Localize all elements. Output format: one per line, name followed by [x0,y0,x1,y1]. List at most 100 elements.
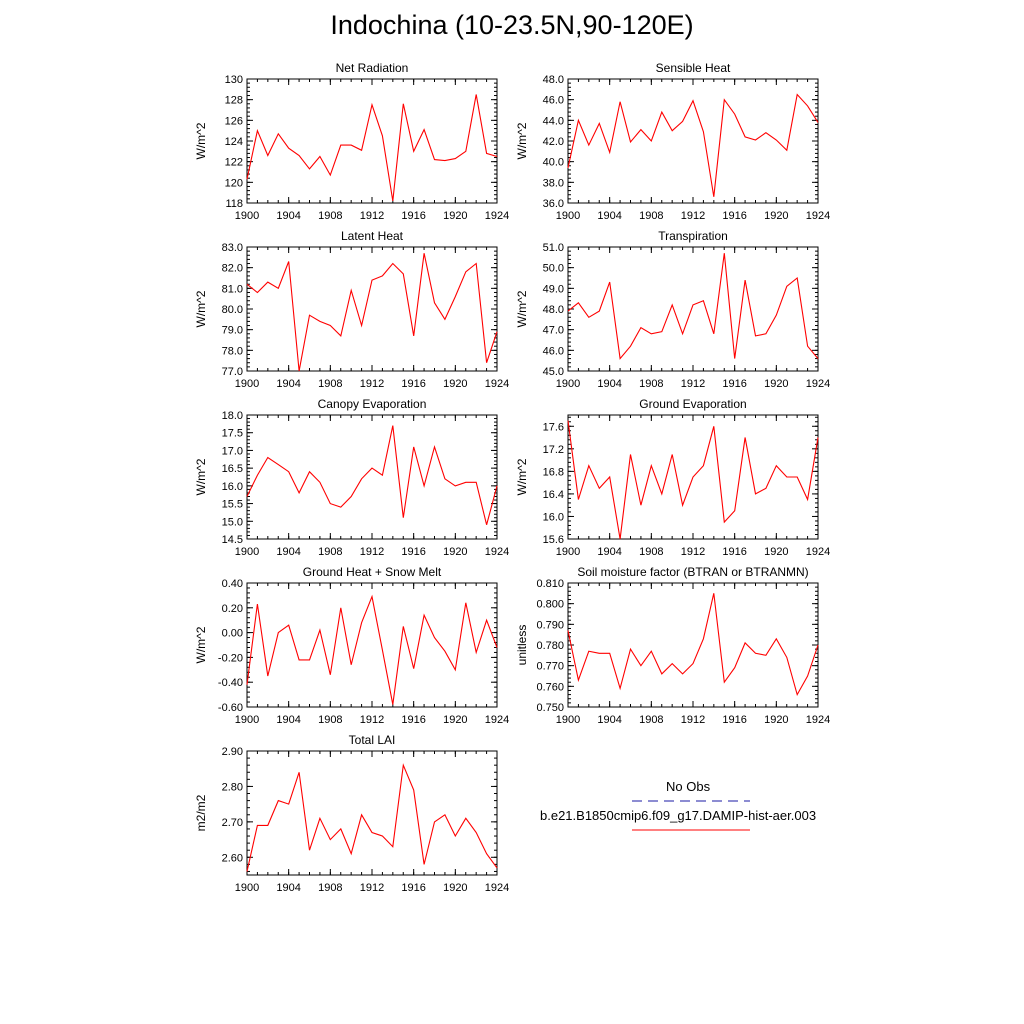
x-tick-label: 1916 [722,546,746,558]
x-tick-label: 1912 [360,546,384,558]
y-tick-label: 0.40 [222,578,243,590]
x-tick-label: 1900 [235,714,259,726]
y-tick-label: 130 [225,74,243,86]
x-tick-label: 1920 [764,714,788,726]
chart-panel-4: Transpiration W/m^2 1900 1904 1908 1912 1916 19… [515,229,830,390]
y-tick-label: 77.0 [222,366,243,378]
y-axis-label: W/m^2 [515,290,529,327]
x-tick-label: 1908 [639,714,663,726]
x-tick-label: 1900 [235,210,259,222]
x-tick-label: 1912 [360,378,384,390]
y-axis-label: unitless [515,625,529,666]
y-tick-label: 17.6 [543,421,564,433]
x-tick-label: 1912 [681,378,705,390]
y-tick-label: 16.8 [543,466,564,478]
y-tick-label: 0.750 [536,702,564,714]
panel-title: Net Radiation [336,61,409,75]
x-tick-label: 1924 [806,546,830,558]
x-tick-label: 1904 [597,546,621,558]
y-axis-label: W/m^2 [194,122,208,159]
x-tick-label: 1916 [722,378,746,390]
y-tick-label: 0.790 [536,619,564,631]
y-tick-label: 16.4 [543,489,564,501]
x-tick-label: 1916 [722,714,746,726]
x-tick-label: 1920 [443,882,467,894]
y-axis-label: W/m^2 [194,626,208,663]
x-tick-label: 1916 [401,882,425,894]
y-tick-label: 15.5 [222,499,243,511]
x-tick-label: 1904 [276,378,300,390]
x-tick-label: 1924 [485,546,509,558]
y-tick-label: 17.5 [222,428,243,440]
x-tick-label: 1908 [639,546,663,558]
x-tick-label: 1900 [556,378,580,390]
panel-title: Ground Heat + Snow Melt [303,565,442,579]
series-line [246,763,498,872]
x-tick-label: 1920 [443,546,467,558]
y-tick-label: 16.0 [222,481,243,493]
panel-title: Ground Evaporation [639,397,746,411]
y-axis-label: m2/m2 [194,794,208,831]
x-tick-label: 1924 [485,882,509,894]
x-tick-label: 1908 [318,714,342,726]
y-tick-label: 44.0 [543,115,564,127]
series-line [246,253,498,372]
x-tick-label: 1920 [443,378,467,390]
y-tick-label: 18.0 [222,410,243,422]
y-tick-label: 0.760 [536,681,564,693]
y-tick-label: 0.770 [536,661,564,673]
panel-title: Transpiration [658,229,728,243]
y-tick-label: 17.2 [543,444,564,456]
x-tick-label: 1916 [401,210,425,222]
x-tick-label: 1920 [764,378,788,390]
series-line [246,425,498,525]
y-tick-label: 16.0 [543,511,564,523]
series-line [246,594,498,705]
y-tick-label: 124 [225,136,243,148]
chart-panel-6: Ground Evaporation W/m^2 1900 1904 1908 1912 1… [515,397,830,558]
y-tick-label: 46.0 [543,345,564,357]
y-tick-label: 40.0 [543,157,564,169]
panel-title: Latent Heat [341,229,404,243]
x-tick-label: 1904 [276,882,300,894]
series-line [567,253,819,360]
y-axis-label: W/m^2 [515,458,529,495]
y-tick-label: 50.0 [543,263,564,275]
y-tick-label: 15.6 [543,534,564,546]
y-tick-label: 49.0 [543,283,564,295]
y-tick-label: 47.0 [543,325,564,337]
x-tick-label: 1904 [276,546,300,558]
y-tick-label: 0.00 [222,628,243,640]
series-line [567,420,819,540]
x-tick-label: 1924 [806,210,830,222]
x-tick-label: 1924 [485,210,509,222]
panel-title: Canopy Evaporation [318,397,427,411]
plot-frame [246,246,498,372]
x-tick-label: 1912 [360,714,384,726]
plot-frame [246,582,498,708]
y-axis-label: W/m^2 [194,290,208,327]
y-tick-label: 118 [225,198,243,210]
y-tick-label: 16.5 [222,463,243,475]
y-tick-label: 0.800 [536,599,564,611]
y-tick-label: 38.0 [543,177,564,189]
x-tick-label: 1924 [485,714,509,726]
x-tick-label: 1920 [443,210,467,222]
y-tick-label: 120 [225,177,243,189]
x-tick-label: 1912 [681,714,705,726]
y-tick-label: 81.0 [222,283,243,295]
y-tick-label: 0.780 [536,640,564,652]
x-tick-label: 1908 [639,210,663,222]
x-tick-label: 1904 [597,714,621,726]
x-tick-label: 1912 [681,546,705,558]
chart-panel-1: Net Radiation W/m^2 1900 1904 1908 1912 1916 19… [194,61,509,222]
plot-frame [567,414,819,540]
x-tick-label: 1920 [764,210,788,222]
y-tick-label: -0.60 [218,702,243,714]
chart-panel-8: Soil moisture factor (BTRAN or BTRANMN) u… [515,565,830,726]
y-axis-label: W/m^2 [515,122,529,159]
x-tick-label: 1900 [235,882,259,894]
series-line [567,593,819,697]
x-tick-label: 1912 [360,882,384,894]
x-tick-label: 1900 [556,714,580,726]
